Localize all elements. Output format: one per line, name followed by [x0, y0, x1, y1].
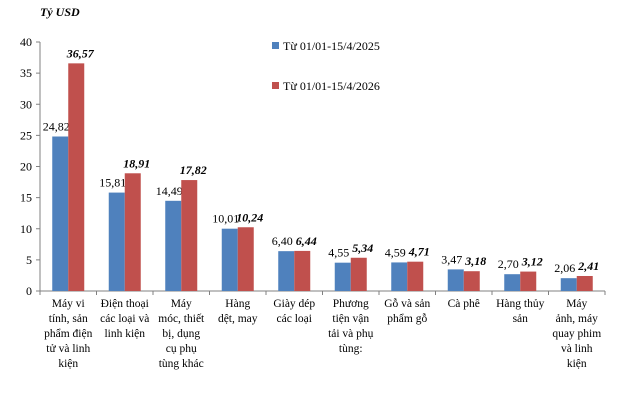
- x-tick-label-line: Máy: [566, 298, 587, 310]
- value-label: 10,01: [212, 212, 239, 226]
- value-label: 36,57: [66, 46, 95, 60]
- x-tick-label-line: và linh: [561, 343, 593, 355]
- x-tick-label-line: tùng khác: [159, 358, 204, 370]
- value-label: 17,82: [180, 163, 207, 177]
- bar: [463, 271, 480, 291]
- x-tick-label: Điện thoại các loại và linh kiện: [100, 298, 149, 340]
- x-tick-label-line: bị, dụng: [162, 328, 200, 340]
- x-tick-label-line: tải và phụ: [328, 328, 374, 340]
- x-tick-label-line: cụ phụ: [166, 343, 197, 355]
- y-tick-label: 10: [20, 222, 32, 236]
- x-tick-label-line: Cà phê: [448, 298, 480, 310]
- x-tick-label-line: Điện thoại: [101, 298, 149, 310]
- x-tick-label-line: tính, sản: [49, 313, 88, 325]
- bar: [407, 261, 424, 291]
- value-label: 18,91: [123, 156, 150, 170]
- bar: [520, 271, 537, 291]
- bar: [221, 228, 238, 291]
- value-label: 4,59: [385, 245, 406, 259]
- x-tick-label-line: phẩm điện: [44, 327, 92, 340]
- bar: [294, 250, 311, 291]
- y-axis-title: Tỷ USD: [40, 5, 80, 19]
- x-tick-label-line: Phương: [333, 298, 369, 310]
- value-label: 2,41: [577, 259, 599, 273]
- x-tick-label: Giày dép các loại: [273, 298, 315, 325]
- x-tick-label-line: linh kiện: [104, 328, 145, 340]
- x-tick-label-line: Giày dép: [273, 298, 315, 310]
- x-tick-label-line: Máy: [171, 298, 192, 310]
- bar: [108, 192, 125, 291]
- legend-marker: [272, 42, 279, 49]
- x-tick-label: Cà phê: [448, 298, 480, 310]
- value-label: 5,34: [352, 241, 373, 255]
- value-label: 6,44: [296, 234, 317, 248]
- bar: [237, 227, 254, 291]
- x-tick-label-line: quay phim: [552, 328, 601, 340]
- bar: [165, 200, 182, 291]
- bar: [124, 173, 141, 291]
- bar: [576, 275, 593, 291]
- bar: [68, 63, 85, 292]
- y-tick-label: 5: [26, 253, 32, 267]
- legend-marker: [272, 82, 279, 89]
- y-tick-label: 0: [26, 284, 32, 298]
- x-tick-label-line: Hàng: [225, 298, 250, 310]
- x-tick-label-line: tùng:: [339, 343, 363, 355]
- x-tick-label-line: sản: [513, 313, 529, 325]
- y-tick-label: 30: [20, 97, 32, 111]
- value-label: 6,40: [272, 234, 293, 248]
- bar: [350, 257, 367, 291]
- bar: [504, 274, 521, 291]
- x-tick-label: Hàng dệt, may: [218, 298, 258, 325]
- x-tick-label-line: Hàng thủy: [496, 298, 544, 310]
- value-label: 3,12: [521, 255, 543, 269]
- x-tick-label-line: các loại và: [100, 313, 149, 325]
- value-label: 3,18: [464, 254, 486, 268]
- bar: [447, 269, 464, 291]
- x-tick-label: Phương tiện vận tải và phụ tùng:: [328, 298, 374, 355]
- x-tick-label-line: các loại: [277, 313, 312, 325]
- value-label: 4,55: [328, 246, 349, 260]
- x-tick-label-line: tử và linh: [46, 343, 90, 355]
- y-tick-label: 35: [20, 66, 32, 80]
- bar: [181, 180, 198, 291]
- legend-label: Từ 01/01-15/4/2026: [283, 79, 380, 93]
- value-label: 15,81: [99, 176, 126, 190]
- y-tick-label: 20: [20, 160, 32, 174]
- x-tick-label: Máy vi tính, sản phẩm điện tử và linh kiện: [44, 298, 92, 370]
- value-label: 4,71: [408, 245, 430, 259]
- x-tick-label-line: kiện: [567, 358, 587, 370]
- x-tick-label-line: Máy vi: [52, 298, 85, 310]
- value-label: 2,06: [554, 261, 575, 275]
- bar: [334, 262, 351, 291]
- x-tick-label: Máy móc, thiết bị, dụng cụ phụ tùng khác: [158, 298, 205, 370]
- value-label: 14,49: [156, 184, 183, 198]
- bar: [52, 136, 69, 291]
- y-tick-label: 40: [20, 35, 32, 49]
- value-label: 24,82: [43, 119, 70, 133]
- x-tick-label-line: kiện: [58, 358, 78, 370]
- y-tick-label: 15: [20, 191, 32, 205]
- x-tick-label-line: dệt, may: [218, 313, 258, 325]
- bar: [391, 262, 408, 291]
- x-tick-label-line: ảnh, máy: [556, 313, 598, 325]
- x-tick-label: Máy ảnh, máy quay phim và linh kiện: [552, 298, 601, 370]
- x-tick-label-line: móc, thiết: [158, 312, 205, 325]
- bar: [278, 251, 295, 291]
- x-tick-label-line: Gỗ và sản: [384, 297, 430, 310]
- x-tick-label-line: phẩm gỗ: [387, 312, 427, 325]
- bar: [560, 278, 577, 291]
- value-label: 10,24: [236, 210, 263, 224]
- y-tick-label: 25: [20, 128, 32, 142]
- legend-label: Từ 01/01-15/4/2025: [283, 39, 380, 53]
- value-label: 3,47: [441, 252, 462, 266]
- x-tick-label: Gỗ và sản phẩm gỗ: [384, 297, 430, 325]
- x-tick-label: Hàng thủy sản: [496, 298, 544, 325]
- x-tick-label-line: tiện vận: [332, 313, 369, 325]
- value-label: 2,70: [498, 257, 519, 271]
